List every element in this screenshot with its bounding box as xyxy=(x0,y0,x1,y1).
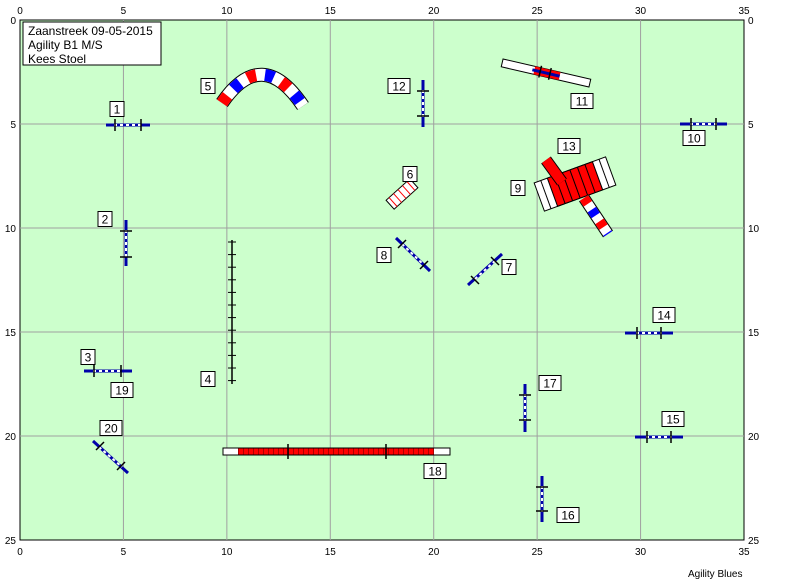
number-label-text: 17 xyxy=(543,377,557,391)
y-tick-label-left: 10 xyxy=(5,224,17,235)
y-tick-label-right: 5 xyxy=(748,120,754,131)
obstacle-20-hurdle xyxy=(91,439,130,475)
number-label-1: 1 xyxy=(109,101,125,117)
number-label-text: 6 xyxy=(407,168,414,182)
y-tick-label-left: 5 xyxy=(10,120,16,131)
number-label-text: 11 xyxy=(576,95,589,109)
number-label-18: 18 xyxy=(423,463,447,479)
y-tick-label-right: 0 xyxy=(748,16,754,27)
number-label-text: 9 xyxy=(515,182,522,196)
obstacle-14-hurdle xyxy=(625,327,673,339)
number-label-13: 13 xyxy=(557,138,581,154)
number-label-text: 14 xyxy=(657,309,671,323)
x-tick-label-top: 10 xyxy=(221,6,233,17)
number-label-3: 3 xyxy=(80,349,96,365)
number-label-11: 11 xyxy=(570,93,594,109)
info-class: Agility B1 M/S xyxy=(28,38,103,52)
number-label-text: 19 xyxy=(115,384,129,398)
number-label-6: 6 xyxy=(402,166,418,182)
number-label-9: 9 xyxy=(510,180,526,196)
obstacle-13-tunnel xyxy=(541,156,613,238)
number-label-text: 3 xyxy=(85,351,92,365)
x-tick-label-top: 20 xyxy=(428,6,440,17)
field-background xyxy=(19,19,745,541)
x-tick-label-bottom: 10 xyxy=(221,547,233,558)
obstacle-6-table xyxy=(385,178,419,210)
number-label-text: 10 xyxy=(687,132,701,146)
number-label-text: 5 xyxy=(205,80,212,94)
x-tick-label-bottom: 0 xyxy=(17,547,23,558)
number-label-7: 7 xyxy=(501,259,517,275)
x-tick-label-bottom: 30 xyxy=(635,547,647,558)
x-tick-label-top: 35 xyxy=(738,6,750,17)
x-tick-label-top: 25 xyxy=(532,6,544,17)
number-label-12: 12 xyxy=(387,78,411,94)
number-label-8: 8 xyxy=(376,247,392,263)
y-tick-label-left: 20 xyxy=(5,432,17,443)
number-label-text: 7 xyxy=(506,261,513,275)
number-label-14: 14 xyxy=(652,307,676,323)
number-label-4: 4 xyxy=(200,371,216,387)
obstacle-17-hurdle xyxy=(519,384,531,432)
info-judge: Kees Stoel xyxy=(28,52,86,66)
number-label-text: 20 xyxy=(104,422,118,436)
number-label-text: 16 xyxy=(561,509,575,523)
info-title: Zaanstreek 09-05-2015 xyxy=(28,24,153,38)
number-label-text: 1 xyxy=(114,103,121,117)
x-tick-label-top: 30 xyxy=(635,6,647,17)
obstacle-11-hurdle xyxy=(500,58,592,88)
obstacle-2-hurdle xyxy=(120,220,132,266)
y-tick-label-left: 0 xyxy=(10,16,16,27)
x-tick-label-bottom: 25 xyxy=(532,547,544,558)
x-tick-label-top: 5 xyxy=(121,6,127,17)
number-label-5: 5 xyxy=(200,78,216,94)
number-label-text: 15 xyxy=(666,413,680,427)
obstacle-16-hurdle xyxy=(536,476,548,522)
number-label-text: 4 xyxy=(205,373,212,387)
obstacle-4-weave xyxy=(228,240,236,384)
obstacle-12-hurdle xyxy=(417,80,429,127)
number-label-20: 20 xyxy=(99,420,123,436)
number-label-text: 8 xyxy=(381,249,388,263)
obstacles xyxy=(84,58,727,522)
obstacle-10-hurdle xyxy=(680,118,727,130)
footer-credit: Agility Blues xyxy=(688,569,742,580)
number-label-2: 2 xyxy=(97,211,113,227)
y-tick-label-right: 15 xyxy=(748,328,760,339)
x-tick-label-bottom: 20 xyxy=(428,547,440,558)
obstacle-8-hurdle xyxy=(394,236,432,273)
number-label-10: 10 xyxy=(682,130,706,146)
info-box: Zaanstreek 09-05-2015 Agility B1 M/S Kee… xyxy=(22,21,162,66)
obstacle-5-tunnel xyxy=(216,67,309,111)
number-label-text: 12 xyxy=(392,80,406,94)
x-tick-label-top: 15 xyxy=(325,6,337,17)
y-tick-label-right: 10 xyxy=(748,224,760,235)
number-label-16: 16 xyxy=(556,507,580,523)
y-tick-label-right: 25 xyxy=(748,536,760,547)
y-tick-label-right: 20 xyxy=(748,432,760,443)
obstacle-3-hurdle xyxy=(84,365,132,377)
x-tick-label-bottom: 5 xyxy=(121,547,127,558)
number-label-text: 2 xyxy=(102,213,109,227)
number-label-19: 19 xyxy=(110,382,134,398)
number-label-text: 13 xyxy=(562,140,576,154)
obstacle-1-hurdle xyxy=(106,119,150,131)
x-tick-label-bottom: 35 xyxy=(738,547,750,558)
obstacle-9-tunnel xyxy=(533,156,617,212)
number-label-17: 17 xyxy=(538,375,562,391)
y-tick-label-left: 25 xyxy=(5,536,17,547)
y-tick-label-left: 15 xyxy=(5,328,17,339)
x-tick-label-top: 0 xyxy=(17,6,23,17)
number-label-text: 18 xyxy=(428,465,442,479)
x-tick-label-bottom: 15 xyxy=(325,547,337,558)
number-label-15: 15 xyxy=(661,411,685,427)
obstacle-18-dogwalk xyxy=(222,444,451,459)
obstacle-15-hurdle xyxy=(635,431,683,443)
obstacle-7-hurdle xyxy=(466,252,504,287)
